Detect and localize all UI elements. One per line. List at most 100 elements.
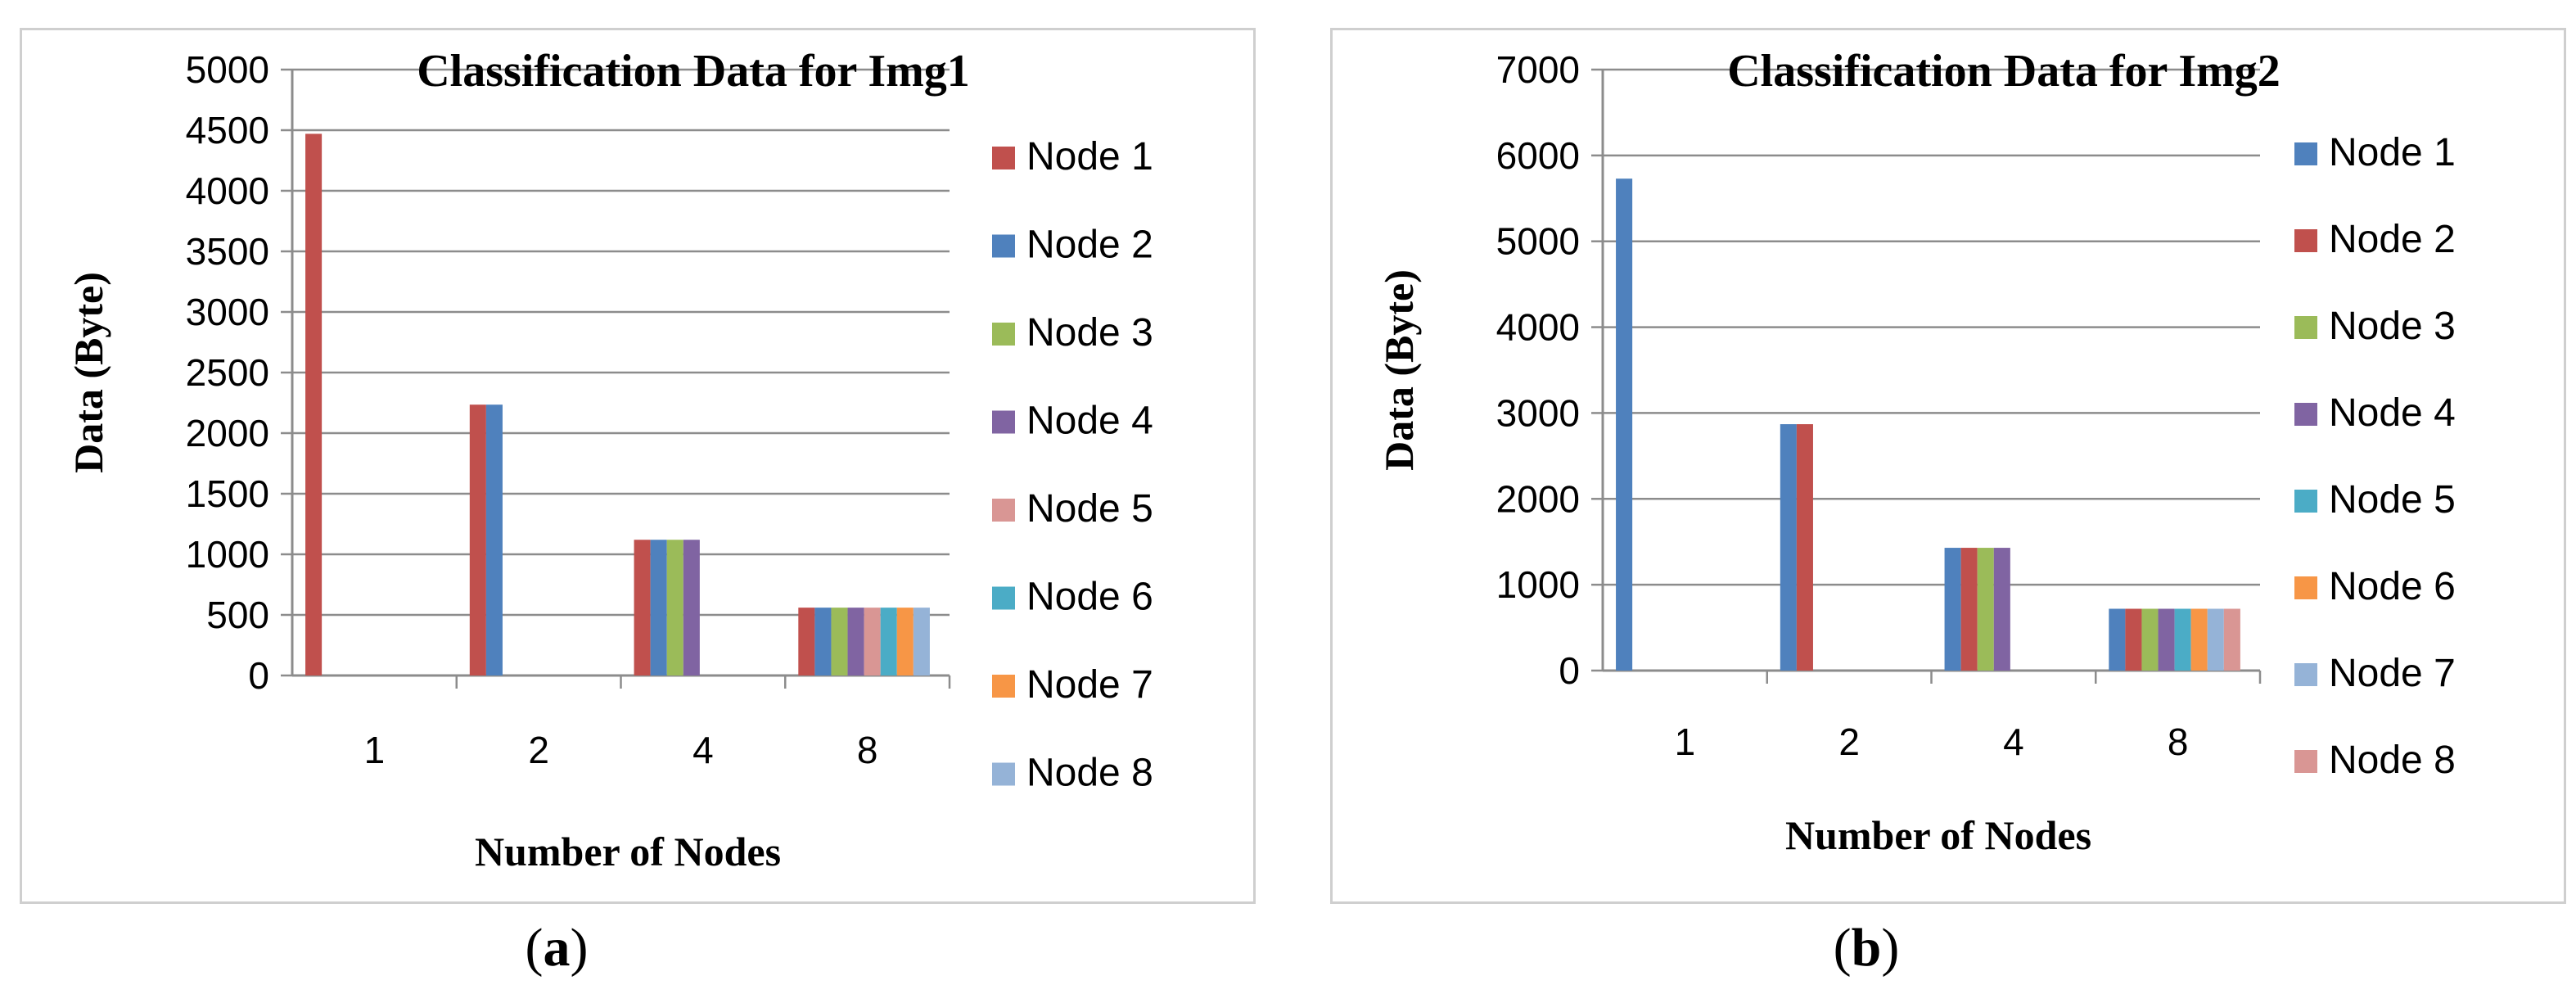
x-tick-label: 2 (1838, 721, 1860, 763)
bar-chart-img2: 0 1000 2000 3000 4000 5000 6000 7000 1 2 4 8 Classif… (1376, 46, 2456, 858)
chart-panel-b: 0 1000 2000 3000 4000 5000 6000 7000 1 2 4 8 Classif… (1330, 28, 2566, 904)
legend-label: Node 7 (1026, 663, 1153, 707)
bar-node-3-cat-8 (831, 608, 848, 675)
bar-node-2-cat-4 (650, 540, 667, 675)
legend-swatch (2294, 750, 2317, 773)
bar-node-1-cat-1 (1616, 178, 1633, 671)
bar-node-1-cat-1 (305, 133, 323, 675)
legend-label: Node 6 (2329, 565, 2456, 608)
legend-label: Node 5 (1026, 487, 1153, 531)
legend-swatch (992, 675, 1015, 698)
legend-swatch (992, 499, 1015, 522)
legend-swatch (2294, 229, 2317, 252)
x-tick-label: 8 (857, 729, 878, 771)
bar-node-6-cat-8 (2190, 608, 2208, 671)
legend-swatch (2294, 576, 2317, 599)
legend-swatch (992, 410, 1015, 434)
legend-swatch (992, 323, 1015, 346)
bar-node-3-cat-8 (2141, 608, 2159, 671)
bar-node-8-cat-8 (913, 608, 930, 675)
legend-swatch (2294, 663, 2317, 686)
y-axis-label: Data (Byte) (1376, 269, 1422, 471)
x-tick-label: 4 (692, 729, 714, 771)
legend-label: Node 3 (1026, 311, 1153, 355)
chart-title: Classification Data for Img1 (417, 46, 970, 97)
legend-swatch (992, 234, 1015, 258)
bar-node-6-cat-8 (880, 608, 897, 675)
bar-node-3-cat-4 (666, 540, 683, 675)
y-tick-label: 0 (1559, 649, 1580, 692)
x-tick-label: 1 (364, 729, 386, 771)
legend-label: Node 5 (2329, 478, 2456, 522)
y-tick-label: 2000 (1496, 477, 1580, 520)
bar-node-4-cat-8 (2158, 608, 2175, 671)
y-tick-label: 5000 (1496, 220, 1580, 263)
bar-node-2-cat-2 (1796, 424, 1813, 671)
legend-label: Node 3 (2329, 305, 2456, 348)
legend-label: Node 8 (1026, 752, 1153, 795)
y-tick-label: 4000 (1496, 306, 1580, 349)
legend-label: Node 2 (2329, 218, 2456, 261)
bar-node-2-cat-8 (814, 608, 832, 675)
y-tick-label: 4500 (186, 109, 269, 151)
y-tick-label: 3000 (1496, 391, 1580, 434)
bar-node-5-cat-8 (864, 608, 881, 675)
x-axis-label: Number of Nodes (475, 829, 781, 874)
y-tick-label: 2000 (186, 412, 269, 454)
legend-label: Node 4 (1026, 400, 1153, 443)
legend-swatch (992, 147, 1015, 169)
bar-node-4-cat-8 (847, 608, 864, 675)
bar-node-1-cat-8 (798, 608, 815, 675)
legend-label: Node 4 (2329, 391, 2456, 435)
bar-node-1-cat-4 (1944, 548, 1961, 671)
x-tick-label: 1 (1675, 721, 1696, 763)
bar-node-2-cat-8 (2125, 608, 2142, 671)
x-tick-label: 4 (2003, 721, 2024, 763)
bar-node-4-cat-4 (1993, 548, 2010, 671)
legend-label: Node 7 (2329, 652, 2456, 695)
legend-label: Node 8 (2329, 739, 2456, 782)
bar-node-5-cat-8 (2174, 608, 2191, 671)
legend-swatch (992, 586, 1015, 610)
x-tick-label: 2 (528, 729, 549, 771)
y-tick-label: 1000 (186, 533, 269, 576)
y-tick-label: 6000 (1496, 134, 1580, 177)
bar-node-2-cat-2 (485, 404, 503, 675)
y-tick-label: 0 (248, 654, 269, 697)
y-tick-label: 7000 (1496, 48, 1580, 91)
bar-node-3-cat-4 (1977, 548, 1994, 671)
bar-node-8-cat-8 (2223, 608, 2240, 671)
legend-swatch (2294, 316, 2317, 339)
legend-swatch (2294, 142, 2317, 165)
bar-node-4-cat-4 (683, 540, 700, 675)
bar-node-1-cat-2 (469, 404, 486, 675)
y-tick-label: 5000 (186, 48, 269, 91)
y-tick-label: 3000 (186, 291, 269, 333)
y-tick-label: 3500 (186, 230, 269, 273)
bar-node-7-cat-8 (896, 608, 914, 675)
y-tick-label: 1500 (186, 472, 269, 515)
bar-node-1-cat-8 (2109, 608, 2126, 671)
bar-node-7-cat-8 (2207, 608, 2224, 671)
y-tick-label: 1000 (1496, 563, 1580, 606)
legend-label: Node 1 (2329, 131, 2456, 174)
bar-node-1-cat-2 (1780, 424, 1797, 671)
y-tick-label: 2500 (186, 351, 269, 394)
y-tick-label: 4000 (186, 169, 269, 212)
legend-swatch (2294, 490, 2317, 513)
y-tick-label: 500 (206, 594, 269, 636)
y-axis-label: Data (Byte) (65, 272, 111, 473)
x-tick-label: 8 (2168, 721, 2189, 763)
bar-chart-img1: 0 500 1000 1500 2000 2500 3000 3500 4000 4500 5000… (65, 46, 1153, 874)
legend-label: Node 2 (1026, 224, 1153, 267)
bar-node-1-cat-4 (634, 540, 651, 675)
x-axis-label: Number of Nodes (1785, 812, 2091, 858)
bar-node-2-cat-4 (1960, 548, 1978, 671)
caption-a: (a) (525, 918, 589, 978)
legend-swatch (2294, 403, 2317, 426)
legend-label: Node 1 (1026, 135, 1153, 178)
legend-label: Node 6 (1026, 576, 1153, 619)
chart-title: Classification Data for Img2 (1727, 46, 2281, 97)
legend-swatch (992, 762, 1015, 786)
chart-panel-a: 0 500 1000 1500 2000 2500 3000 3500 4000 4500 5000… (20, 28, 1256, 904)
